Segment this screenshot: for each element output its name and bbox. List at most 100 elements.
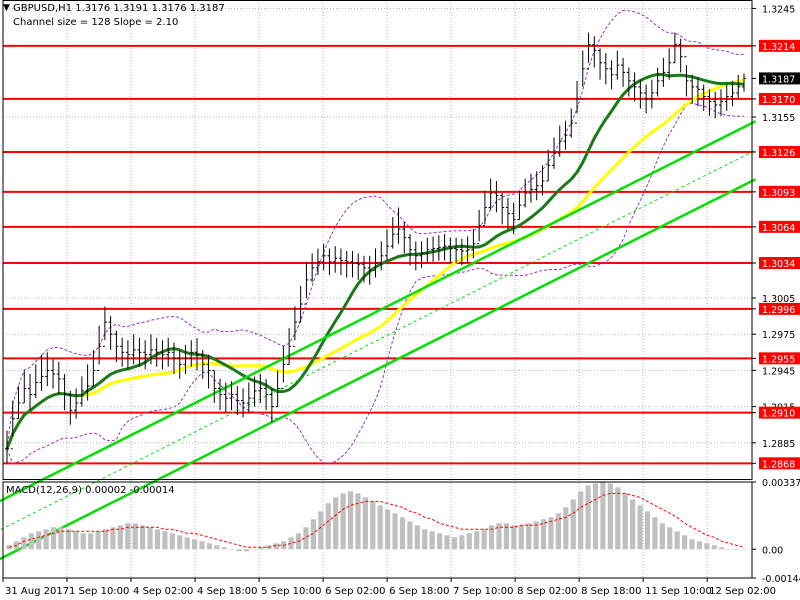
ohlc-bar: [615, 50, 620, 80]
macd-bar: [377, 505, 383, 550]
macd-bar: [719, 547, 725, 550]
ohlc-bar: [459, 238, 464, 266]
ohlc-bar: [68, 390, 73, 425]
macd-bar: [370, 501, 376, 550]
macd-bar: [555, 513, 561, 550]
y-tick-label: 1.3155: [762, 113, 795, 124]
macd-bar: [422, 529, 428, 550]
y-tick-label: 1.2975: [762, 330, 795, 341]
channel-lower-line: [0, 178, 757, 561]
macd-bar: [169, 533, 175, 550]
ohlc-bar: [575, 80, 580, 124]
macd-bar: [184, 537, 190, 550]
macd-bar: [333, 497, 339, 550]
level-label: 1.3064: [762, 223, 795, 234]
macd-bar: [21, 537, 27, 550]
y-tick-label: 1.3245: [762, 4, 795, 15]
macd-bar: [533, 521, 539, 550]
macd-bar: [667, 527, 673, 550]
ohlc-bar: [419, 241, 424, 268]
ohlc-bar: [200, 349, 205, 379]
ohlc-bar: [304, 261, 309, 305]
macd-bar: [58, 527, 64, 550]
x-tick-label: 4 Sep 18:00: [197, 586, 257, 597]
x-tick-label: 12 Sep 02:00: [709, 586, 776, 597]
ohlc-bar: [148, 334, 153, 365]
macd-tick-label: -0.00144: [762, 574, 800, 585]
level-label: 1.3034: [762, 259, 795, 270]
ohlc-bar: [730, 80, 735, 107]
ohlc-bar: [557, 125, 562, 157]
macd-bar: [644, 511, 651, 550]
symbol-menu-arrow-icon[interactable]: ▼: [3, 3, 10, 13]
macd-bar: [466, 533, 472, 550]
x-tick-label: 8 Sep 18:00: [581, 586, 641, 597]
macd-bar: [325, 503, 331, 550]
ohlc-bar: [327, 248, 332, 276]
ohlc-bar: [672, 32, 677, 64]
ohlc-bar: [621, 57, 626, 87]
macd-bar: [474, 531, 480, 550]
ohlc-bar: [177, 349, 182, 379]
macd-bar: [340, 493, 346, 550]
ohlc-bar: [235, 386, 240, 416]
moving-average-slow: [5, 78, 745, 450]
macd-bar: [711, 545, 717, 550]
x-tick-label: 5 Sep 10:00: [261, 586, 321, 597]
ohlc-bar: [45, 352, 50, 387]
macd-bar: [607, 483, 613, 550]
macd-tick-label: 0.00: [762, 545, 783, 556]
macd-tick-label: 0.00337: [762, 478, 800, 489]
ohlc-bar: [511, 202, 516, 235]
ohlc-bar: [102, 306, 107, 347]
ohlc-bar: [454, 237, 459, 264]
ohlc-bar: [436, 235, 441, 261]
ohlc-bar: [51, 358, 56, 389]
ohlc-bar: [684, 56, 689, 97]
chart-frame: [2, 0, 753, 579]
ohlc-bar: [74, 388, 79, 419]
level-badge: [759, 457, 800, 470]
macd-bar: [548, 517, 554, 550]
macd-bar: [229, 549, 235, 550]
level-badge: [759, 92, 800, 105]
level-badge: [759, 257, 800, 270]
ohlc-bar: [333, 246, 338, 273]
level-lines: [3, 44, 752, 465]
macd-bar: [140, 525, 146, 550]
ohlc-bar: [690, 74, 695, 104]
ohlc-bar: [206, 354, 211, 389]
ohlc-bar: [431, 236, 436, 262]
ohlc-bar: [39, 354, 44, 391]
ohlc-bar: [85, 364, 90, 401]
macd-bar: [570, 499, 576, 550]
ohlc-bar: [500, 193, 505, 225]
macd-bar: [28, 533, 34, 550]
macd-bar: [511, 525, 517, 550]
macd-bar: [481, 529, 487, 550]
macd-bar: [154, 529, 161, 550]
ohlc-bar: [402, 222, 407, 254]
level-badge: [759, 220, 800, 233]
macd-bar: [704, 543, 710, 550]
ohlc-bar: [212, 369, 217, 403]
macd-bar: [385, 509, 391, 550]
macd-bar: [622, 493, 628, 550]
level-badge: [759, 185, 800, 198]
current-price-label: 1.3187: [762, 74, 795, 85]
ohlc-bar: [546, 149, 551, 182]
macd-bar: [347, 491, 354, 550]
ohlc-bar: [563, 120, 568, 150]
macd-panel-frame: [2, 481, 753, 579]
y-tick-label: 1.3005: [762, 294, 795, 305]
macd-bar: [689, 539, 695, 550]
ohlc-bar: [413, 241, 418, 271]
ohlc-bar: [592, 36, 597, 68]
macd-bar: [496, 523, 502, 550]
ohlc-bar: [33, 364, 38, 399]
ohlc-bar: [62, 374, 67, 411]
y-tick-label: 1.2945: [762, 366, 795, 377]
ohlc-bar: [143, 340, 148, 370]
macd-bar: [540, 519, 547, 550]
ohlc-bar: [22, 370, 27, 404]
